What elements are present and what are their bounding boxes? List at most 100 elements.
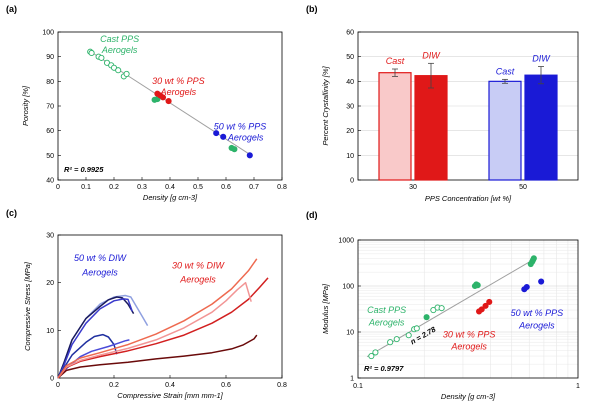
data-point xyxy=(423,314,430,321)
x-tick-label: 0.2 xyxy=(109,184,119,191)
data-point xyxy=(393,336,400,343)
annotation-label: 30 wt % PPS xyxy=(152,76,205,86)
stress-strain-curve xyxy=(57,277,269,379)
bar-label: DIW xyxy=(532,54,551,64)
data-point xyxy=(123,70,130,77)
stress-strain-curve xyxy=(57,333,118,379)
x-axis-label: Compressive Strain [mm mm-1] xyxy=(117,391,223,400)
data-point xyxy=(159,94,167,101)
annotation-label: 50 wt % PPS xyxy=(511,308,564,318)
annotation-label: 30 wt % PPS xyxy=(443,330,496,340)
annotation-label: 30 wt % DIW xyxy=(172,260,226,270)
data-point xyxy=(523,283,530,291)
r-squared-label: R² = 0.9925 xyxy=(64,165,104,174)
y-tick-label: 80 xyxy=(46,79,54,86)
data-point xyxy=(88,49,95,57)
stress-strain-curve xyxy=(57,296,135,379)
panel-label-b: (b) xyxy=(306,4,318,14)
chart-crystallinity-bars: 0 10 20 30 40 50 60 PPS Concentration [wt %] Per… xyxy=(321,30,579,203)
bar xyxy=(524,74,558,181)
y-tick-label: 60 xyxy=(346,30,354,37)
annotation-label: 50 wt % DIW xyxy=(74,253,128,263)
x-tick-label: 1 xyxy=(576,383,580,390)
data-point xyxy=(246,152,253,159)
y-tick-label: 0 xyxy=(350,178,354,185)
chart-stress-strain: 0 0.2 0.4 0.6 0.8 0 10 20 30 Compressive Strain [… xyxy=(23,233,287,401)
y-axis-label: Percent Crystallinity [%] xyxy=(321,65,330,145)
y-tick-label: 70 xyxy=(46,104,54,111)
y-tick-label: 20 xyxy=(46,280,54,287)
x-tick-label: 0 xyxy=(56,184,60,191)
bar xyxy=(378,72,412,181)
y-tick-label: 50 xyxy=(46,153,54,160)
bar-label: Cast xyxy=(386,56,405,66)
x-tick-label: 0.8 xyxy=(277,184,287,191)
annotation-label: 50 wt % PPS xyxy=(214,121,267,131)
data-point xyxy=(165,98,172,105)
y-tick-label: 60 xyxy=(46,128,54,135)
data-point xyxy=(231,146,238,153)
y-tick-label: 100 xyxy=(42,30,54,37)
x-tick-label: 0.3 xyxy=(137,184,147,191)
annotation-label: Aerogels xyxy=(368,317,405,327)
y-tick-label: 40 xyxy=(346,79,354,86)
data-point xyxy=(530,255,537,262)
bar xyxy=(488,80,522,181)
x-tick-label: 0.8 xyxy=(277,382,287,389)
y-tick-label: 30 xyxy=(46,233,54,240)
annotation-label: Aerogels xyxy=(160,87,197,97)
data-point xyxy=(486,298,493,306)
data-point xyxy=(438,305,445,312)
data-point xyxy=(220,133,227,140)
data-point xyxy=(213,130,220,137)
annotation-label: Cast PPS xyxy=(100,34,139,44)
annotation-label: Aerogels xyxy=(227,133,264,143)
bar-label: Cast xyxy=(496,66,515,76)
y-tick-label: 10 xyxy=(346,153,354,160)
data-point xyxy=(482,302,489,309)
y-axis-label: Compressive Stress [MPa] xyxy=(23,261,32,351)
panel-label-c: (c) xyxy=(6,208,17,218)
y-tick-label: 10 xyxy=(46,328,54,335)
bar xyxy=(414,75,448,181)
data-point xyxy=(115,67,122,74)
x-tick-label: 0.1 xyxy=(353,383,363,390)
y-tick-label: 90 xyxy=(46,54,54,61)
data-point xyxy=(538,278,545,285)
data-point xyxy=(413,325,420,332)
x-tick-label: 0.7 xyxy=(249,184,259,191)
stress-strain-curve xyxy=(57,334,258,379)
annotation-label: Aerogels xyxy=(179,275,216,285)
y-tick-label: 40 xyxy=(46,178,54,185)
x-tick-label: 0.4 xyxy=(165,382,175,389)
panel-label-d: (d) xyxy=(306,210,318,220)
y-tick-label: 10 xyxy=(346,330,354,337)
annotation-label: Aerogels xyxy=(518,320,555,330)
x-axis-label: Density [g cm-3] xyxy=(441,392,496,401)
x-tick-label: 0.4 xyxy=(165,184,175,191)
x-tick-label: 0.2 xyxy=(109,382,119,389)
data-point xyxy=(368,353,375,360)
x-tick-label: 0.6 xyxy=(221,184,231,191)
data-point xyxy=(474,282,481,289)
data-point xyxy=(405,332,412,339)
x-tick-label: 0.1 xyxy=(81,184,91,191)
y-tick-label: 1000 xyxy=(338,238,354,245)
chart-porosity-vs-density: 0 0.1 0.2 0.3 0.4 0.5 0.6 0.7 0.8 40 50 60 70 80 90 100… xyxy=(21,30,287,203)
stress-strain-curve xyxy=(57,298,133,379)
x-axis-label: PPS Concentration [wt %] xyxy=(425,194,512,203)
data-point xyxy=(387,339,394,346)
stress-strain-curve xyxy=(57,281,252,379)
x-tick-label: 0.6 xyxy=(221,382,231,389)
stress-strain-curve xyxy=(57,258,258,379)
plot-frame xyxy=(357,239,579,379)
x-tick-label: 50 xyxy=(519,184,527,191)
y-axis-label: Modulus [MPa] xyxy=(321,283,330,334)
x-tick-label: 30 xyxy=(409,184,417,191)
annotation-label: Aerogels xyxy=(81,268,118,278)
data-point xyxy=(98,54,105,61)
data-point xyxy=(478,306,485,313)
annotation-label: Aerogels xyxy=(450,341,487,351)
